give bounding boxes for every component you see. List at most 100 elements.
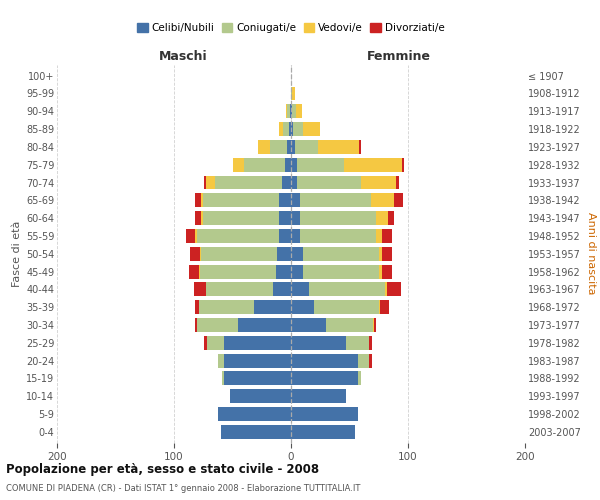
Bar [291, 336, 346, 349]
Bar [290, 104, 291, 118]
Bar [195, 194, 201, 207]
Bar [289, 122, 291, 136]
Bar [303, 264, 379, 278]
Bar [205, 176, 206, 190]
Bar [190, 247, 200, 260]
Bar [382, 247, 392, 260]
Bar [291, 264, 303, 278]
Bar [379, 300, 380, 314]
Bar [291, 318, 326, 332]
Bar [201, 194, 203, 207]
Bar [287, 140, 291, 154]
Bar [318, 140, 359, 154]
Bar [346, 336, 370, 349]
Bar [286, 104, 287, 118]
Bar [358, 372, 361, 386]
Bar [224, 372, 291, 386]
Bar [293, 122, 303, 136]
Text: Maschi: Maschi [159, 50, 208, 63]
Bar [291, 407, 358, 421]
Bar [207, 336, 224, 349]
Bar [376, 211, 388, 225]
Bar [291, 390, 346, 403]
Bar [291, 194, 301, 207]
Text: COMUNE DI PIADENA (CR) - Dati ISTAT 1° gennaio 2008 - Elaborazione TUTTITALIA.IT: COMUNE DI PIADENA (CR) - Dati ISTAT 1° g… [6, 484, 361, 493]
Bar [224, 336, 291, 349]
Bar [361, 176, 396, 190]
Bar [186, 229, 195, 243]
Bar [201, 247, 277, 260]
Bar [283, 122, 289, 136]
Bar [199, 300, 254, 314]
Bar [206, 282, 274, 296]
Bar [195, 229, 197, 243]
Bar [195, 300, 199, 314]
Bar [344, 158, 402, 172]
Bar [292, 104, 296, 118]
Bar [280, 194, 291, 207]
Bar [379, 264, 382, 278]
Bar [222, 372, 224, 386]
Bar [291, 425, 355, 439]
Bar [201, 211, 203, 225]
Bar [197, 318, 238, 332]
Bar [303, 247, 379, 260]
Bar [301, 211, 376, 225]
Bar [200, 247, 201, 260]
Bar [394, 194, 403, 207]
Bar [388, 211, 394, 225]
Bar [287, 104, 290, 118]
Bar [203, 211, 280, 225]
Bar [205, 336, 207, 349]
Bar [385, 282, 387, 296]
Bar [189, 264, 199, 278]
Bar [382, 264, 392, 278]
Bar [301, 229, 376, 243]
Bar [297, 176, 361, 190]
Bar [291, 354, 358, 368]
Bar [303, 122, 320, 136]
Bar [376, 229, 382, 243]
Bar [295, 140, 318, 154]
Bar [291, 86, 292, 101]
Bar [215, 176, 281, 190]
Bar [274, 282, 291, 296]
Bar [382, 229, 392, 243]
Bar [291, 140, 295, 154]
Bar [195, 211, 201, 225]
Bar [291, 122, 293, 136]
Bar [291, 372, 358, 386]
Bar [397, 176, 398, 190]
Bar [291, 176, 297, 190]
Bar [291, 158, 297, 172]
Text: Femmine: Femmine [367, 50, 431, 63]
Bar [221, 425, 291, 439]
Bar [291, 211, 301, 225]
Bar [277, 247, 291, 260]
Bar [291, 300, 314, 314]
Bar [280, 229, 291, 243]
Bar [233, 158, 244, 172]
Bar [200, 264, 276, 278]
Bar [254, 300, 291, 314]
Bar [195, 318, 197, 332]
Bar [218, 354, 224, 368]
Bar [371, 194, 394, 207]
Bar [373, 318, 374, 332]
Bar [230, 390, 291, 403]
Bar [280, 122, 283, 136]
Bar [296, 104, 302, 118]
Bar [281, 176, 291, 190]
Bar [194, 282, 206, 296]
Bar [314, 300, 379, 314]
Text: Popolazione per età, sesso e stato civile - 2008: Popolazione per età, sesso e stato civil… [6, 462, 319, 475]
Bar [197, 229, 280, 243]
Bar [308, 282, 385, 296]
Bar [258, 140, 270, 154]
Y-axis label: Anni di nascita: Anni di nascita [586, 212, 596, 295]
Bar [285, 158, 291, 172]
Bar [291, 247, 303, 260]
Bar [291, 229, 301, 243]
Bar [402, 158, 404, 172]
Legend: Celibi/Nubili, Coniugati/e, Vedovi/e, Divorziati/e: Celibi/Nubili, Coniugati/e, Vedovi/e, Di… [135, 21, 447, 35]
